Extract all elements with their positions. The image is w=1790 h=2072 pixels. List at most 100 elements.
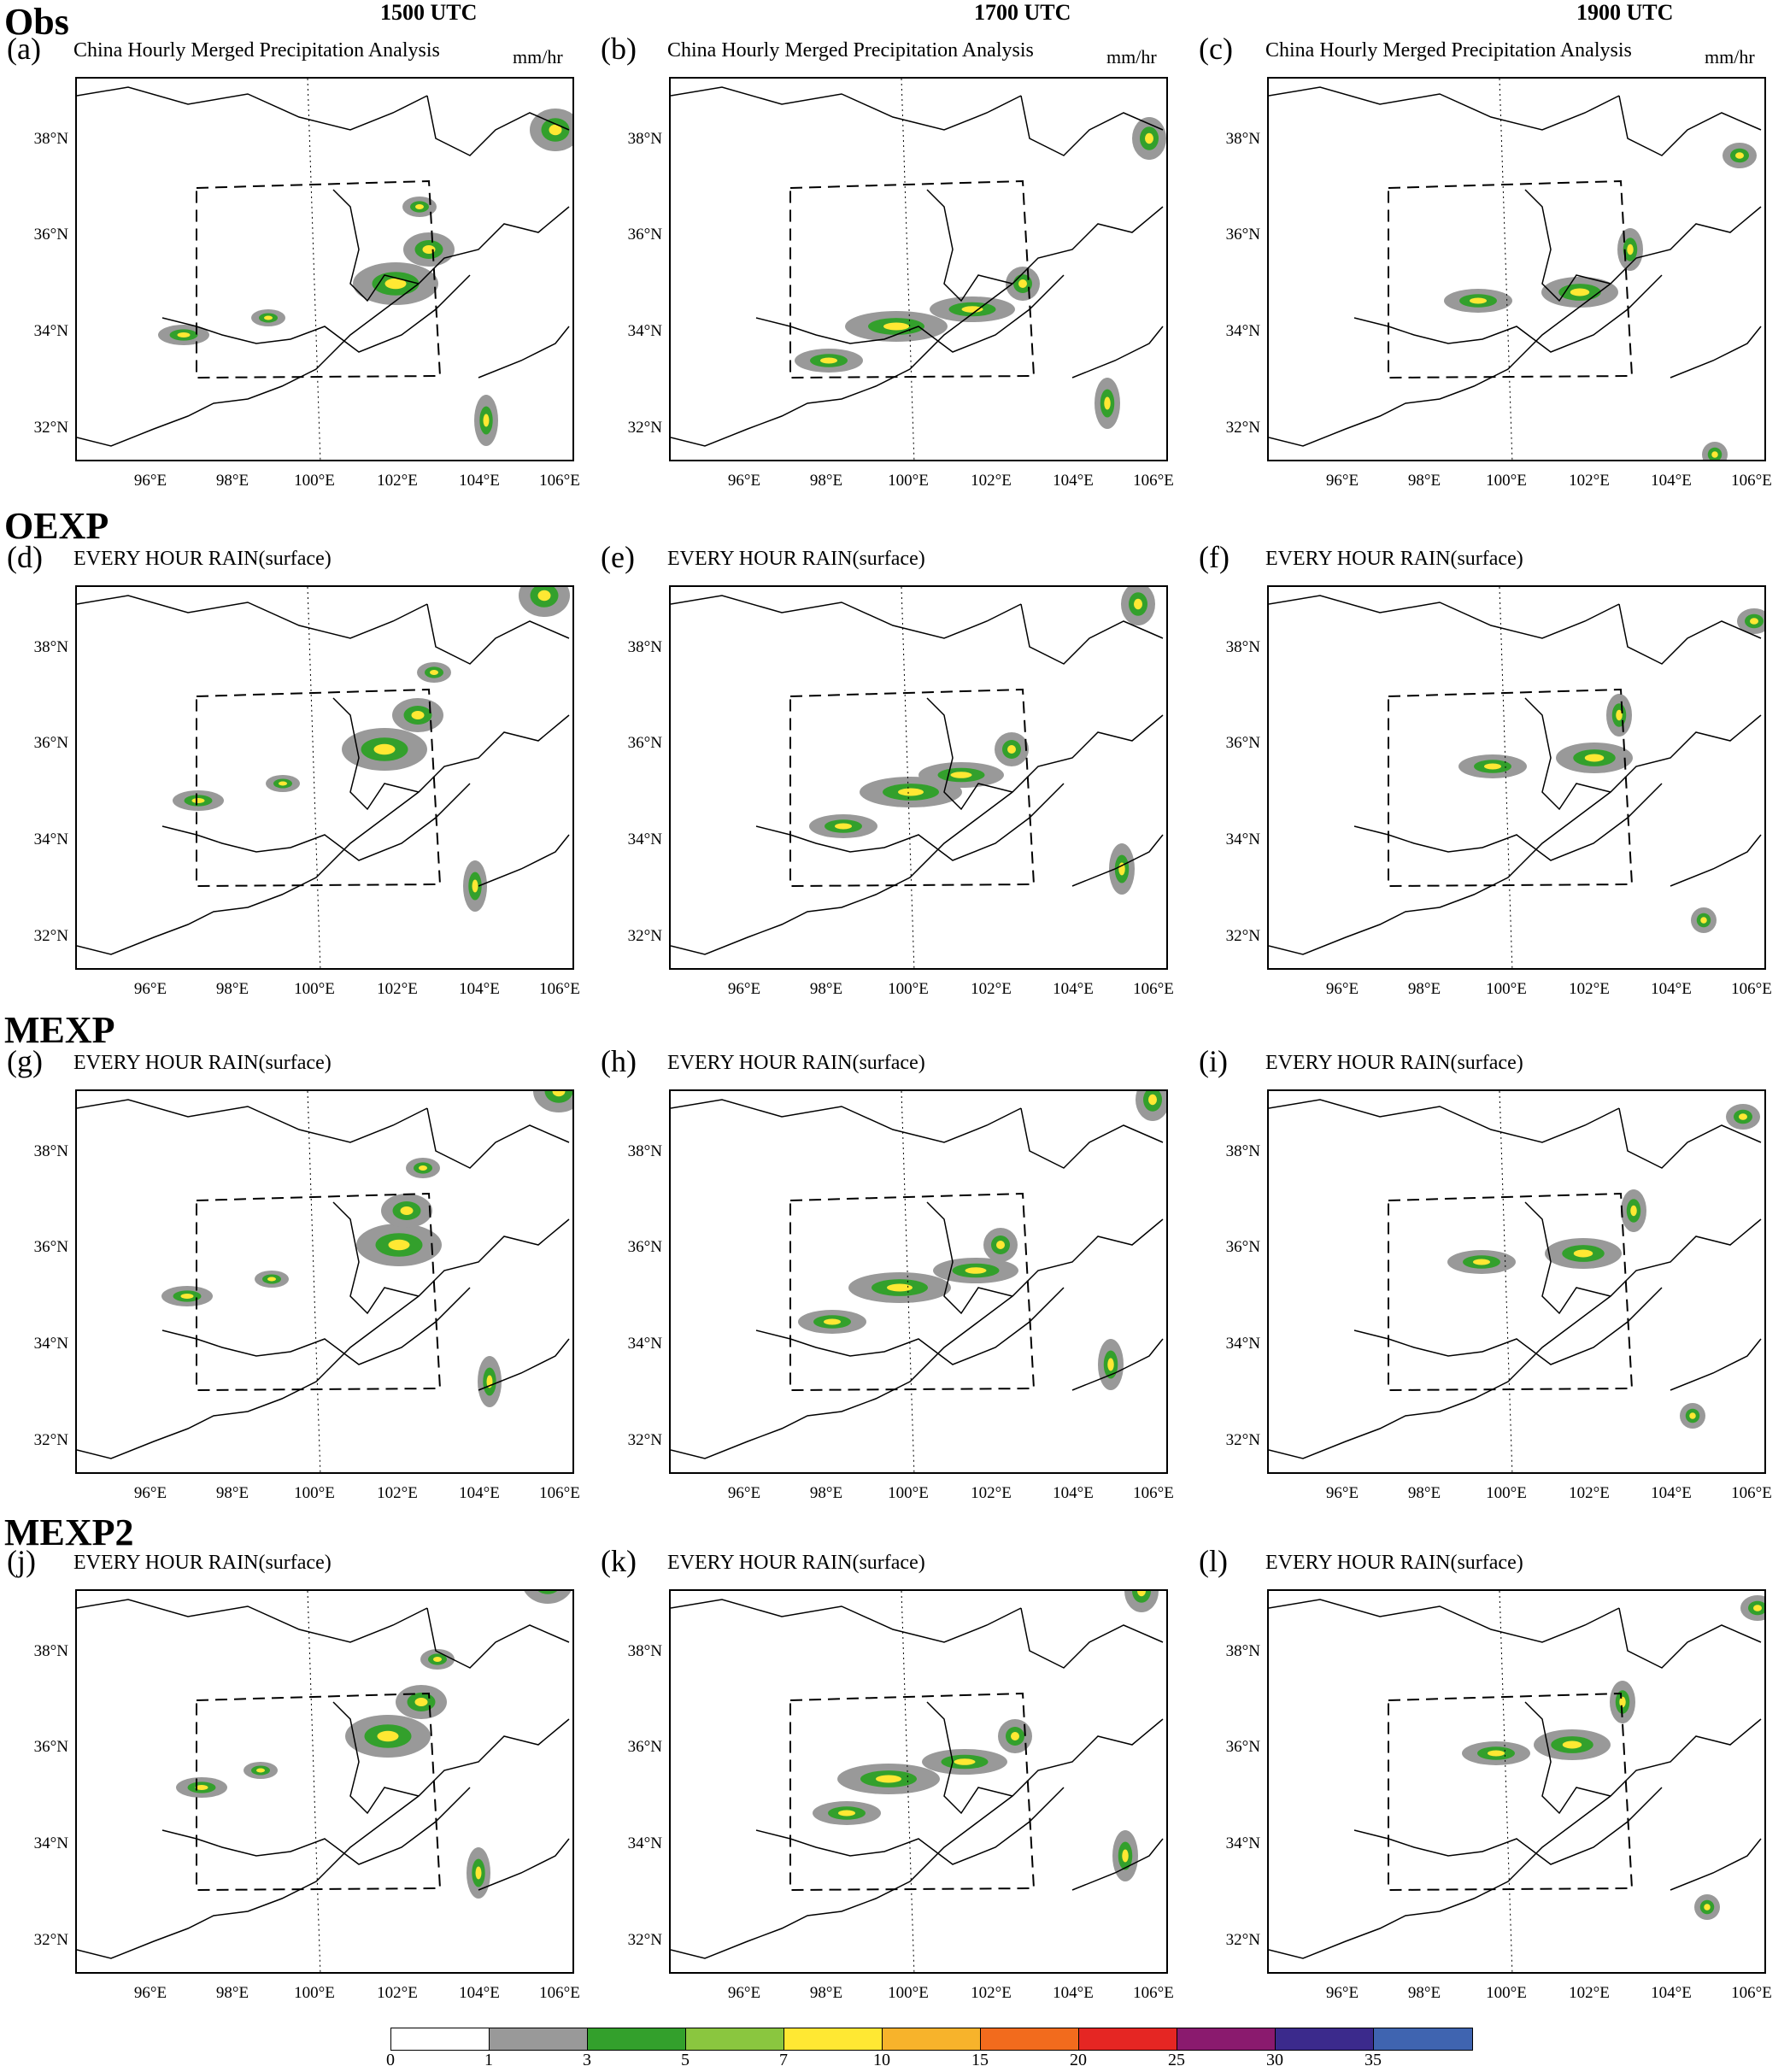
- lat-tick-label: 34°N: [33, 831, 68, 848]
- boundary-line: [77, 1599, 428, 1643]
- rain-area: [537, 1591, 558, 1594]
- map-canvas: [1269, 79, 1762, 460]
- lat-tick-label: 38°N: [627, 1642, 662, 1660]
- boundary-line: [1670, 1838, 1762, 1891]
- panel-title: China Hourly Merged Precipitation Analys…: [667, 39, 1034, 62]
- lon-tick-label: 102°E: [971, 980, 1012, 998]
- lon-tick-label: 96°E: [133, 980, 167, 998]
- meridian-line: [307, 1091, 321, 1472]
- lon-tick-label: 104°E: [1053, 1984, 1094, 2002]
- map-panel: (c) China Hourly Merged Precipitation Ana…: [1192, 27, 1772, 490]
- boundary-line: [332, 1701, 420, 1815]
- lat-tick-label: 34°N: [1225, 1834, 1260, 1852]
- lat-tick-label: 38°N: [627, 130, 662, 148]
- panel-title: EVERY HOUR RAIN(surface): [667, 1052, 925, 1074]
- boundary-line: [755, 274, 1065, 353]
- boundary-line: [77, 1099, 428, 1143]
- colorbar-swatch: [391, 2028, 490, 2050]
- lat-tick-label: 34°N: [33, 1335, 68, 1353]
- rain-core: [965, 1267, 987, 1274]
- lat-tick-label: 38°N: [33, 1642, 68, 1660]
- rain-core: [1562, 1740, 1582, 1749]
- map-canvas: [671, 1591, 1164, 1972]
- panel-letter: (j): [7, 1544, 36, 1578]
- boundary-line: [755, 1287, 1065, 1365]
- analysis-domain-box: [1388, 1692, 1634, 1892]
- rain-core: [1473, 1259, 1490, 1265]
- rain-core: [373, 743, 396, 755]
- lat-tick-label: 32°N: [627, 927, 662, 945]
- boundary-line: [1269, 1718, 1762, 1959]
- panel-letter: (d): [7, 540, 43, 574]
- lon-tick-label: 104°E: [1651, 980, 1692, 998]
- lon-tick-label: 96°E: [1325, 980, 1359, 998]
- lon-tick-label: 102°E: [1569, 472, 1610, 490]
- boundary-line: [77, 1218, 570, 1459]
- meridian-line: [1499, 587, 1513, 968]
- lon-tick-label: 100°E: [888, 472, 929, 490]
- panel-unit: mm/hr: [1106, 46, 1157, 68]
- map-panel: (f) EVERY HOUR RAIN(surface) 38°N 36°N 34°N 3…: [1192, 536, 1772, 998]
- boundary-line: [478, 326, 570, 379]
- rain-core: [876, 1775, 901, 1783]
- colorbar-label: 30: [1266, 2051, 1283, 2069]
- lon-tick-label: 100°E: [294, 472, 335, 490]
- lon-tick-label: 100°E: [1486, 1984, 1527, 2002]
- lon-tick-label: 100°E: [294, 1984, 335, 2002]
- lon-tick-label: 106°E: [1731, 980, 1772, 998]
- colorbar-swatch: [784, 2028, 883, 2050]
- lon-tick-label: 102°E: [377, 472, 418, 490]
- panel-letter: (i): [1199, 1044, 1228, 1078]
- panel-title: EVERY HOUR RAIN(surface): [73, 548, 332, 570]
- lon-tick-label: 96°E: [727, 472, 761, 490]
- rain-core: [887, 1283, 913, 1292]
- rain-core: [1753, 1605, 1762, 1611]
- colorbar-label: 1: [484, 2051, 493, 2069]
- rain-core: [1137, 1591, 1146, 1597]
- boundary-line: [161, 274, 471, 353]
- lat-tick-label: 36°N: [1225, 1238, 1260, 1256]
- boundary-line: [1670, 834, 1762, 887]
- rain-core: [279, 781, 287, 786]
- lon-tick-label: 100°E: [888, 1984, 929, 2002]
- rain-core: [1573, 1249, 1593, 1258]
- map-frame: [75, 1089, 574, 1474]
- lon-tick-label: 104°E: [459, 1984, 500, 2002]
- rain-core: [483, 414, 490, 427]
- boundary-line: [426, 1107, 570, 1169]
- colorbar-swatch: [883, 2028, 981, 2050]
- lon-tick-label: 102°E: [377, 980, 418, 998]
- analysis-domain-box: [1388, 1192, 1634, 1392]
- lat-tick-label: 34°N: [627, 1335, 662, 1353]
- boundary-line: [1353, 783, 1663, 861]
- boundary-line: [1353, 1287, 1663, 1365]
- lat-tick-label: 38°N: [1225, 1142, 1260, 1160]
- row-label-mexp: MEXP: [4, 1009, 115, 1051]
- map-canvas: [671, 587, 1164, 968]
- rain-core: [954, 1758, 976, 1765]
- rain-core: [1584, 754, 1605, 762]
- map-canvas: [1269, 1091, 1762, 1472]
- rain-core: [411, 711, 425, 719]
- boundary-line: [77, 714, 570, 955]
- map-frame: [1267, 77, 1766, 461]
- lat-tick-label: 32°N: [1225, 1431, 1260, 1449]
- map-frame: [669, 585, 1168, 970]
- colorbar-label: 0: [386, 2051, 395, 2069]
- panel-letter: (l): [1199, 1544, 1228, 1578]
- rain-core: [384, 278, 407, 290]
- lon-tick-label: 98°E: [1407, 472, 1441, 490]
- rain-core: [433, 1657, 442, 1662]
- boundary-line: [755, 1787, 1065, 1865]
- map-frame: [669, 77, 1168, 461]
- rain-core: [1616, 709, 1623, 721]
- colorbar-swatch: [686, 2028, 784, 2050]
- lon-tick-label: 104°E: [459, 980, 500, 998]
- panel-title: EVERY HOUR RAIN(surface): [73, 1552, 332, 1574]
- rain-core: [475, 1866, 482, 1880]
- boundary-line: [671, 714, 1164, 955]
- rain-core: [419, 1165, 427, 1171]
- lon-tick-label: 104°E: [459, 472, 500, 490]
- rain-core: [1470, 297, 1487, 304]
- lat-tick-label: 32°N: [627, 419, 662, 437]
